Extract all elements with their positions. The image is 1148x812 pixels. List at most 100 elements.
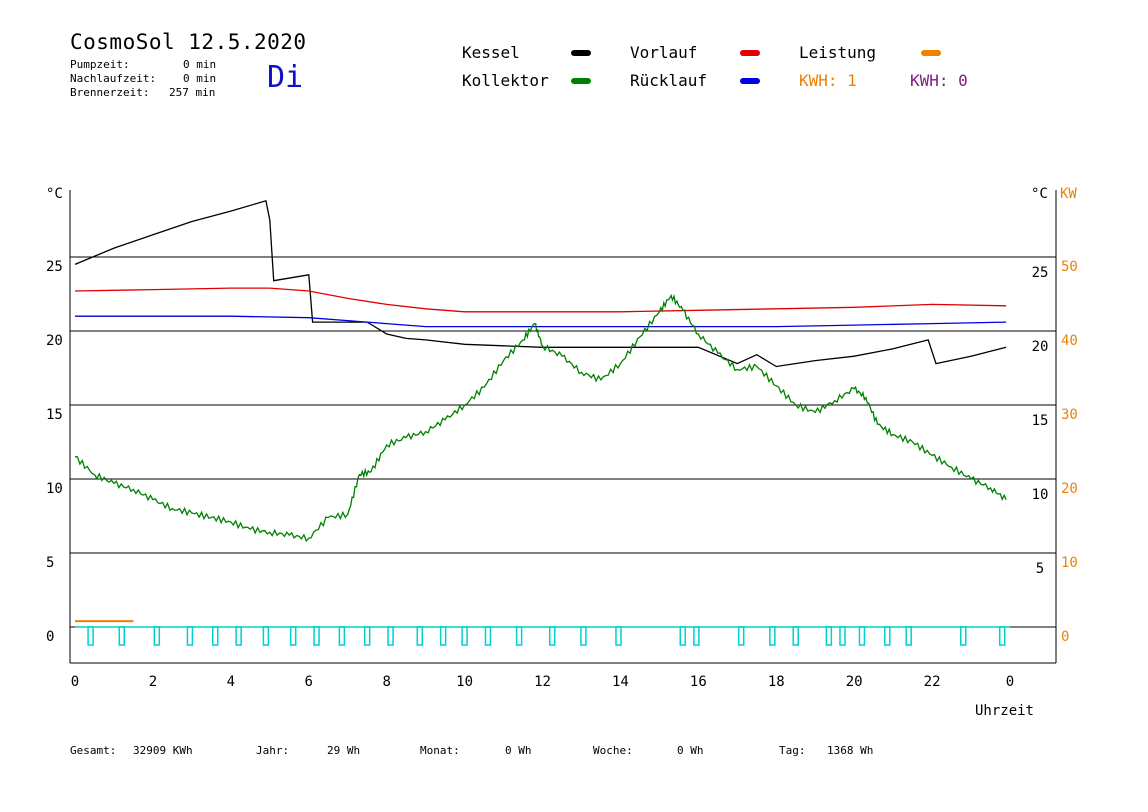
pump-pulse xyxy=(960,626,967,646)
x-tick-label: 10 xyxy=(456,674,473,690)
x-tick-label: 14 xyxy=(612,674,629,690)
x-tick-label: 16 xyxy=(690,674,707,690)
series-line-vorlauf xyxy=(74,287,1007,313)
pump-pulse xyxy=(416,626,424,646)
legend-vorlauf-swatch xyxy=(740,50,760,56)
left-tick-label: 5 xyxy=(46,555,54,571)
nachlaufzeit-value: 0 min xyxy=(183,72,217,85)
page-title: CosmoSol 12.5.2020 xyxy=(70,30,307,54)
x-tick-label: 6 xyxy=(305,674,313,690)
series-line-kollektor xyxy=(75,293,1007,542)
pump-pulse xyxy=(363,626,371,646)
pump-pulse xyxy=(548,626,556,646)
legend-leistung-swatch xyxy=(921,50,941,56)
pump-pulse xyxy=(118,626,125,646)
legend-ruecklauf-label: Rücklauf xyxy=(630,71,708,90)
footer-tag-label: Tag: xyxy=(779,744,806,757)
right-tick-label: 20 xyxy=(1032,339,1049,355)
x-tick-label: 22 xyxy=(924,674,941,690)
pumpzeit-value: 0 min xyxy=(183,58,217,71)
pump-pulse xyxy=(905,626,912,646)
series-line-kessel xyxy=(74,199,1007,368)
x-tick-label: 20 xyxy=(846,674,863,690)
brennerzeit-label: Brennerzeit: xyxy=(70,86,150,99)
x-tick-label: 0 xyxy=(1006,674,1014,690)
pump-pulse xyxy=(87,626,94,646)
y-axis-right-title: °C xyxy=(1031,186,1048,202)
pump-pulse xyxy=(693,626,700,646)
legend-kollektor-label: Kollektor xyxy=(462,71,549,90)
pump-pulse xyxy=(998,626,1006,646)
footer-gesamt-label: Gesamt: xyxy=(70,744,117,757)
pumpzeit-label: Pumpzeit: xyxy=(70,58,130,71)
kw-tick-label: 0 xyxy=(1061,629,1069,645)
pump-pulse xyxy=(387,626,394,646)
pump-pulse xyxy=(461,626,468,646)
pump-pulse xyxy=(484,626,492,646)
left-tick-label: 15 xyxy=(46,407,63,423)
pump-pulse xyxy=(615,626,622,646)
kw-tick-label: 10 xyxy=(1061,555,1078,571)
legend-kwh2: KWH: 0 xyxy=(910,71,968,90)
pump-pulse xyxy=(313,626,320,646)
footer-gesamt-value: 32909 KWh xyxy=(133,744,193,757)
pump-pulse xyxy=(289,626,297,646)
pump-pulse xyxy=(153,626,161,646)
weekday-label: Di xyxy=(267,60,304,95)
temperature-chart: 0 5 10 15 20 25 5 10 15 20 25 0 10 20 30 40 50 °C °C KW 0 2 4 6… xyxy=(46,186,1078,719)
pump-pulse xyxy=(839,626,846,646)
pump-pulse xyxy=(884,626,891,646)
brennerzeit-value: 257 min xyxy=(169,86,216,99)
x-tick-label: 2 xyxy=(149,674,157,690)
footer-monat-label: Monat: xyxy=(420,744,460,757)
right-tick-label: 5 xyxy=(1036,561,1044,577)
left-tick-label: 0 xyxy=(46,629,54,645)
pump-pulse xyxy=(439,626,447,646)
kw-tick-label: 20 xyxy=(1061,481,1078,497)
pump-pulse xyxy=(515,626,523,646)
kw-tick-label: 30 xyxy=(1061,407,1078,423)
legend-kessel-label: Kessel xyxy=(462,43,520,62)
pump-pulse xyxy=(792,626,799,646)
kw-tick-label: 40 xyxy=(1061,333,1078,349)
x-axis-title: Uhrzeit xyxy=(975,703,1034,719)
left-tick-label: 20 xyxy=(46,333,63,349)
pump-pulse xyxy=(186,626,194,646)
footer-woche-value: 0 Wh xyxy=(677,744,704,757)
x-tick-label: 8 xyxy=(382,674,390,690)
pump-pulse xyxy=(580,626,587,646)
pump-pulse xyxy=(212,626,219,646)
kw-tick-label: 50 xyxy=(1061,259,1078,275)
legend-vorlauf-label: Vorlauf xyxy=(630,43,698,62)
legend-kollektor-swatch xyxy=(571,78,591,84)
pump-pulse xyxy=(737,626,745,646)
right-tick-label: 15 xyxy=(1032,413,1049,429)
pump-pulse xyxy=(769,626,776,646)
x-tick-label: 12 xyxy=(534,674,551,690)
x-tick-label: 18 xyxy=(768,674,785,690)
legend-kwh1: KWH: 1 xyxy=(799,71,857,90)
legend-leistung-label: Leistung xyxy=(799,43,877,62)
footer-jahr-label: Jahr: xyxy=(256,744,290,757)
legend-kessel-swatch xyxy=(571,50,591,56)
legend-ruecklauf-swatch xyxy=(740,78,760,84)
footer-woche-label: Woche: xyxy=(593,744,633,757)
pump-pulse xyxy=(235,626,242,646)
left-tick-label: 25 xyxy=(46,259,63,275)
left-tick-label: 10 xyxy=(46,481,63,497)
kw-axis-title: KW xyxy=(1060,186,1077,202)
right-tick-label: 25 xyxy=(1032,265,1049,281)
series-line-ruecklauf xyxy=(75,315,1007,328)
x-tick-label: 0 xyxy=(71,674,79,690)
y-axis-left-title: °C xyxy=(46,186,63,202)
pump-pulse xyxy=(825,626,833,646)
nachlaufzeit-label: Nachlaufzeit: xyxy=(70,72,157,85)
pump-pulse xyxy=(679,626,686,646)
x-tick-label: 4 xyxy=(227,674,235,690)
pump-pulse xyxy=(858,626,866,646)
footer-monat-value: 0 Wh xyxy=(505,744,532,757)
pump-pulse xyxy=(262,626,270,646)
footer-jahr-value: 29 Wh xyxy=(327,744,361,757)
pump-pulse xyxy=(338,626,346,646)
footer-tag-value: 1368 Wh xyxy=(827,744,874,757)
